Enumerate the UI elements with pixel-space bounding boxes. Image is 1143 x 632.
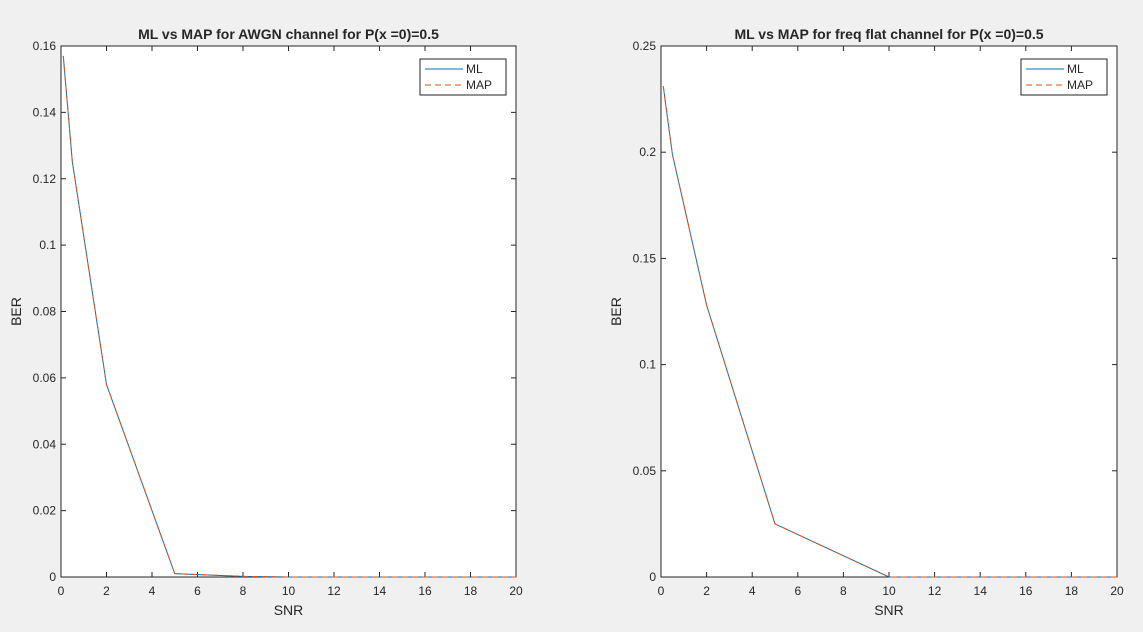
x-tick-label: 0 [58, 584, 65, 598]
y-axis-label: BER [8, 297, 24, 326]
x-tick-label: 14 [974, 584, 988, 598]
x-tick-label: 16 [1019, 584, 1033, 598]
x-tick-label: 20 [1110, 584, 1124, 598]
y-tick-label: 0.1 [39, 238, 56, 252]
x-tick-label: 18 [464, 584, 478, 598]
x-tick-label: 16 [418, 584, 432, 598]
y-tick-label: 0.1 [639, 358, 656, 372]
x-tick-label: 4 [749, 584, 756, 598]
plot-area [660, 45, 1118, 578]
x-tick-label: 14 [373, 584, 387, 598]
chart-title: ML vs MAP for freq flat channel for P(x … [734, 26, 1043, 42]
y-tick-label: 0.04 [33, 437, 57, 451]
legend-label-map: MAP [466, 78, 492, 92]
x-tick-label: 0 [658, 584, 665, 598]
legend: ML MAP [419, 58, 507, 96]
series-line-map [62, 55, 516, 578]
chart-2: 0 2 4 6 8 10 12 14 16 18 20 0 0.05 0.1 0.15 0.2 0.25 ML v… [608, 26, 1124, 618]
x-tick-label: 2 [703, 584, 710, 598]
x-tick-label: 4 [149, 584, 156, 598]
y-tick-label: 0.15 [633, 251, 657, 265]
y-tick-label: 0.16 [33, 39, 57, 53]
legend-box [1020, 58, 1108, 96]
legend: ML MAP [1020, 58, 1108, 96]
y-tick-label: 0.14 [33, 105, 57, 119]
x-tick-label: 12 [327, 584, 341, 598]
series-line-ml [662, 86, 1117, 578]
x-tick-label: 8 [840, 584, 847, 598]
y-tick-label: 0.25 [633, 39, 657, 53]
x-tick-label: 10 [882, 584, 896, 598]
plot-area [60, 45, 517, 578]
legend-box [419, 58, 507, 96]
x-tick-label: 20 [509, 584, 523, 598]
y-tick-label: 0.05 [633, 464, 657, 478]
y-tick-label: 0.08 [33, 305, 57, 319]
x-axis-label: SNR [874, 602, 904, 618]
chart-1: 0 2 4 6 8 10 12 14 16 18 20 0 0.02 0.04 0.06 0.08 0.1 0.1… [8, 26, 523, 618]
y-tick-label: 0 [649, 570, 656, 584]
x-tick-label: 8 [240, 584, 247, 598]
x-tick-label: 2 [103, 584, 110, 598]
x-tick-label: 6 [194, 584, 201, 598]
y-tick-label: 0 [49, 570, 56, 584]
y-tick-label: 0.06 [33, 371, 57, 385]
x-tick-label: 18 [1065, 584, 1079, 598]
y-tick-label: 0.02 [33, 504, 57, 518]
x-axis-label: SNR [274, 602, 304, 618]
y-tick-label: 0.12 [33, 172, 57, 186]
x-tick-label: 12 [928, 584, 942, 598]
y-tick-label: 0.2 [639, 145, 656, 159]
legend-label-ml: ML [466, 62, 483, 76]
y-axis-label: BER [608, 297, 624, 326]
legend-label-map: MAP [1067, 78, 1093, 92]
x-tick-label: 6 [794, 584, 801, 598]
chart-title: ML vs MAP for AWGN channel for P(x =0)=0… [138, 26, 439, 42]
legend-label-ml: ML [1067, 62, 1084, 76]
x-tick-label: 10 [282, 584, 296, 598]
